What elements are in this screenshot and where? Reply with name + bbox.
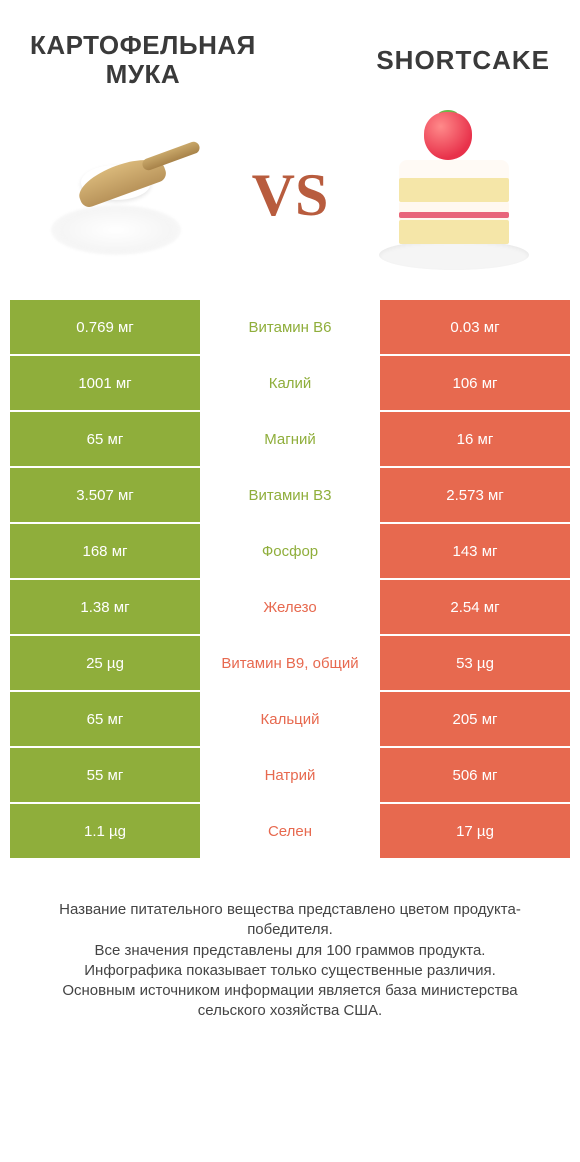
right-value-cell: 17 µg xyxy=(380,804,570,858)
table-row: 65 мгМагний16 мг xyxy=(10,412,570,466)
scoop-handle-icon xyxy=(140,140,200,172)
left-title-line1: КАРТОФЕЛЬНАЯ xyxy=(30,31,256,60)
sponge-layer-icon xyxy=(399,220,509,244)
table-row: 3.507 мгВитамин B32.573 мг xyxy=(10,468,570,522)
left-value-cell: 1.1 µg xyxy=(10,804,200,858)
right-value-cell: 0.03 мг xyxy=(380,300,570,354)
images-row: VS xyxy=(0,100,580,300)
left-value-cell: 25 µg xyxy=(10,636,200,690)
footer-line: Название питательного вещества представл… xyxy=(30,900,550,941)
comparison-table: 0.769 мгВитамин B60.03 мг1001 мгКалий106… xyxy=(10,300,570,860)
right-product-title: SHORTCAKE xyxy=(376,45,550,76)
footer-line: Все значения представлены для 100 граммо… xyxy=(30,941,550,961)
left-value-cell: 65 мг xyxy=(10,412,200,466)
shortcake-image xyxy=(369,110,539,280)
table-row: 0.769 мгВитамин B60.03 мг xyxy=(10,300,570,354)
table-row: 1001 мгКалий106 мг xyxy=(10,356,570,410)
nutrient-name-cell: Кальций xyxy=(200,692,380,746)
left-value-cell: 65 мг xyxy=(10,692,200,746)
right-value-cell: 143 мг xyxy=(380,524,570,578)
nutrient-name-cell: Витамин B6 xyxy=(200,300,380,354)
nutrient-name-cell: Натрий xyxy=(200,748,380,802)
nutrient-name-cell: Витамин B3 xyxy=(200,468,380,522)
table-row: 1.38 мгЖелезо2.54 мг xyxy=(10,580,570,634)
nutrient-name-cell: Витамин B9, общий xyxy=(200,636,380,690)
flour-pile-icon xyxy=(51,205,181,255)
header: КАРТОФЕЛЬНАЯ МУКА SHORTCAKE xyxy=(0,0,580,100)
right-value-cell: 205 мг xyxy=(380,692,570,746)
footer-notes: Название питательного вещества представл… xyxy=(0,860,580,1042)
vs-label: VS xyxy=(252,161,329,230)
left-value-cell: 55 мг xyxy=(10,748,200,802)
nutrient-name-cell: Железо xyxy=(200,580,380,634)
strawberry-layer-icon xyxy=(399,212,509,218)
infographic-container: КАРТОФЕЛЬНАЯ МУКА SHORTCAKE VS 0.769 мгВ xyxy=(0,0,580,1162)
left-value-cell: 1001 мг xyxy=(10,356,200,410)
right-value-cell: 53 µg xyxy=(380,636,570,690)
nutrient-name-cell: Селен xyxy=(200,804,380,858)
right-value-cell: 2.54 мг xyxy=(380,580,570,634)
right-value-cell: 506 мг xyxy=(380,748,570,802)
strawberry-icon xyxy=(424,112,472,160)
flour-image xyxy=(41,110,211,280)
left-value-cell: 168 мг xyxy=(10,524,200,578)
table-row: 25 µgВитамин B9, общий53 µg xyxy=(10,636,570,690)
sponge-layer-icon xyxy=(399,178,509,202)
nutrient-name-cell: Магний xyxy=(200,412,380,466)
right-value-cell: 106 мг xyxy=(380,356,570,410)
footer-line: Основным источником информации является … xyxy=(30,981,550,1022)
nutrient-name-cell: Калий xyxy=(200,356,380,410)
cake-slice-icon xyxy=(399,160,509,255)
nutrient-name-cell: Фосфор xyxy=(200,524,380,578)
table-row: 168 мгФосфор143 мг xyxy=(10,524,570,578)
left-value-cell: 3.507 мг xyxy=(10,468,200,522)
left-title-line2: МУКА xyxy=(30,60,256,89)
right-value-cell: 2.573 мг xyxy=(380,468,570,522)
left-value-cell: 0.769 мг xyxy=(10,300,200,354)
table-row: 1.1 µgСелен17 µg xyxy=(10,804,570,858)
left-value-cell: 1.38 мг xyxy=(10,580,200,634)
footer-line: Инфографика показывает только существенн… xyxy=(30,961,550,981)
right-value-cell: 16 мг xyxy=(380,412,570,466)
table-row: 65 мгКальций205 мг xyxy=(10,692,570,746)
table-row: 55 мгНатрий506 мг xyxy=(10,748,570,802)
left-product-title: КАРТОФЕЛЬНАЯ МУКА xyxy=(30,31,256,88)
